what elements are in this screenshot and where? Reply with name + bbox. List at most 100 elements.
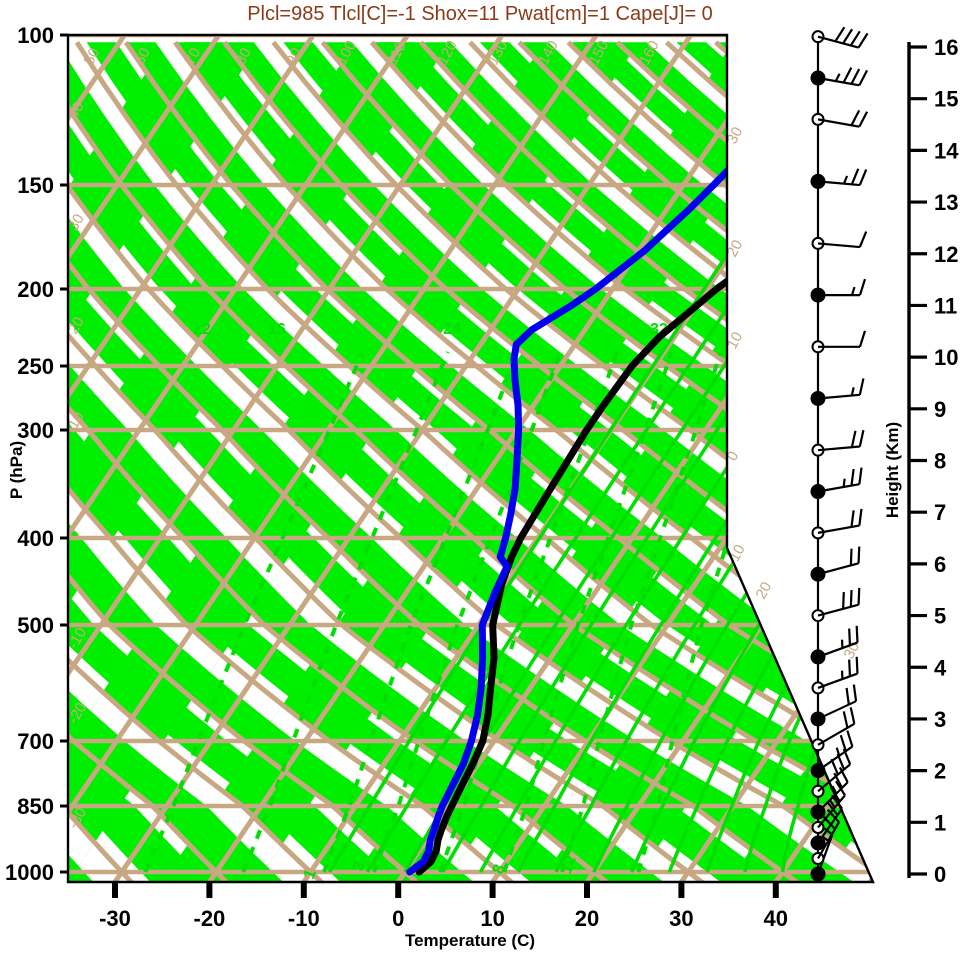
shading-gap [535, 35, 873, 882]
wind-barb-half [834, 73, 841, 82]
dry-adiabat [173, 40, 873, 882]
pressure-tick-label: 400 [17, 526, 54, 551]
moist-adiabat [327, 35, 873, 873]
height-tick-label: 7 [934, 500, 946, 525]
wind-barb [810, 684, 858, 727]
temperature-tick-label: -20 [194, 906, 226, 931]
wind-barb [811, 587, 861, 623]
temperature-tick-label: 0 [392, 906, 404, 931]
wind-barb-full [834, 26, 846, 42]
moist-adiabat [667, 35, 873, 873]
wind-barb [810, 467, 863, 500]
wind-barb-full [858, 278, 867, 296]
wind-barb-half [850, 286, 856, 296]
dry-adiabat [68, 41, 873, 882]
isotherm [68, 35, 225, 882]
height-tick-label: 9 [934, 397, 946, 422]
dry-adiabat-label-top: 80 [232, 45, 255, 68]
pressure-tick-label: 700 [17, 729, 54, 754]
wind-barb-full [848, 628, 852, 646]
pressure-tick-label: 250 [17, 354, 54, 379]
wind-barb [811, 656, 859, 695]
moist-adiabat [592, 35, 873, 873]
moist-adiabat [629, 35, 873, 873]
dry-adiabat-label-top: 90 [283, 45, 306, 68]
pressure-tick-label: 100 [17, 23, 54, 48]
pressure-tick-label: 200 [17, 277, 54, 302]
dry-adiabat [222, 40, 873, 882]
wind-barb [811, 26, 869, 49]
wind-barb [811, 429, 865, 457]
height-tick-label: 12 [934, 242, 958, 267]
isotherm [203, 35, 791, 882]
wind-barb-full [842, 28, 854, 44]
pressure-axis-label: P (hPa) [7, 441, 26, 499]
height-tick-label: 0 [934, 862, 946, 887]
wind-barb [810, 278, 867, 303]
wind-barb-full [849, 548, 853, 566]
wind-barb-full [845, 687, 850, 705]
mixing-ratio-line [372, 351, 563, 873]
height-tick-label: 11 [934, 293, 957, 318]
wind-barb [810, 625, 859, 665]
temperature-tick-label: -10 [288, 906, 320, 931]
mixing-ratio-line [143, 351, 365, 873]
dry-adiabat [68, 41, 334, 882]
wind-barb-full [855, 625, 859, 643]
dry-adiabat-label-left: 30 [65, 211, 88, 234]
moist-adiabat [365, 35, 873, 873]
dry-adiabat-label-top: 60 [131, 45, 154, 68]
dry-adiabat-label-top: 50 [81, 45, 104, 68]
wind-barb-full [858, 330, 867, 348]
wind-barb [810, 168, 868, 189]
wind-barb [810, 794, 843, 851]
wind-barb-half [829, 799, 836, 809]
isobar-lines [68, 35, 873, 875]
wind-barb-full [858, 169, 868, 186]
wind-barb-panel [810, 26, 869, 882]
isotherm [68, 35, 508, 882]
dry-adiabat [68, 41, 430, 882]
mixing-ratio-line [322, 351, 520, 873]
mixing-ratio-label: 12 [558, 854, 580, 877]
wind-barb-full [849, 707, 856, 725]
pressure-tick-label: 150 [17, 173, 54, 198]
temperature-tick-label: 20 [575, 906, 599, 931]
wind-barb-half [850, 387, 855, 396]
isotherm [68, 35, 603, 882]
dry-adiabat [320, 40, 873, 882]
wind-barb-full [838, 766, 849, 783]
dry-adiabat [68, 41, 143, 882]
wind-barb-full [850, 168, 860, 185]
wind-barb [811, 109, 869, 128]
wind-barb-full [850, 468, 855, 486]
dry-adiabat [68, 41, 717, 882]
temperature-axis-label: Temperature (C) [405, 931, 535, 950]
isotherm [392, 35, 873, 882]
height-tick-label: 1 [934, 810, 946, 835]
wind-barb-full [842, 67, 853, 84]
temperature-axis: -30 -20 -10 0 10 20 30 40 [99, 882, 788, 931]
height-tick-label: 6 [934, 552, 946, 577]
wind-barb-full [855, 656, 859, 674]
wind-barb [810, 730, 854, 779]
wind-barb-full [858, 467, 863, 485]
wind-barb-full [842, 592, 845, 609]
wind-barb [810, 766, 849, 820]
isotherm [581, 35, 873, 882]
wind-barb-full [858, 231, 868, 248]
height-tick-label: 13 [934, 190, 958, 215]
height-tick-label: 5 [934, 604, 946, 629]
wind-barb-full [857, 32, 869, 49]
temperature-tick-label: 30 [669, 906, 693, 931]
wind-barb-half [842, 175, 849, 185]
pressure-tick-label: 850 [17, 794, 54, 819]
wind-barb-shaft [817, 242, 860, 249]
isotherm-label-right: 30 [724, 124, 747, 147]
wind-barb-full [850, 109, 861, 126]
height-tick-label: 2 [934, 759, 946, 784]
dry-adiabat-label-left: 10 [65, 409, 88, 432]
